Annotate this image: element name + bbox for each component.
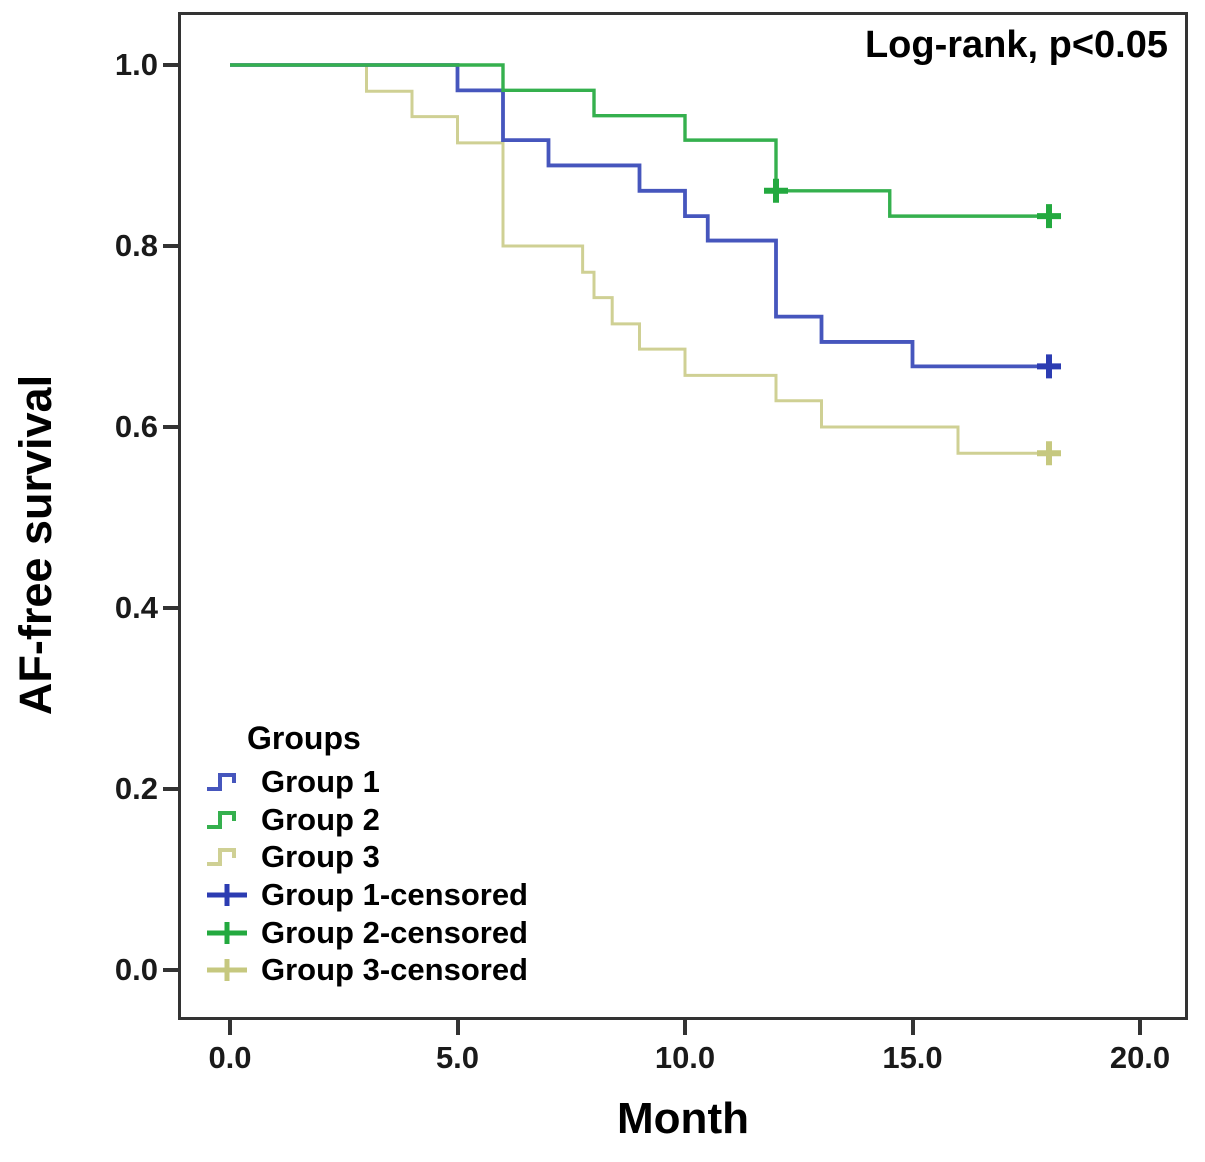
x-tick-label: 20.0 [1109, 1040, 1171, 1075]
swatch-glyph [207, 848, 236, 867]
legend-censor-swatch-icon [207, 884, 247, 907]
legend-title: Groups [247, 720, 361, 756]
swatch-glyph [207, 773, 236, 792]
y-tick-label: 0.8 [114, 228, 158, 263]
survival-curve-group-3 [230, 63, 1054, 455]
legend-line-swatch-icon [207, 848, 236, 867]
legend-item: Group 2 [205, 801, 528, 839]
y-tick [163, 244, 178, 248]
y-tick-label: 0.2 [114, 771, 158, 806]
legend-label: Group 1-censored [261, 877, 528, 913]
legend-item: Group 2-censored [205, 913, 528, 951]
legend-item: Group 3-censored [205, 951, 528, 989]
log-rank-annotation: Log-rank, p<0.05 [864, 24, 1168, 66]
legend-label: Group 2-censored [261, 914, 528, 950]
x-tick-label: 15.0 [882, 1040, 943, 1075]
legend-item: Group 1-censored [205, 876, 528, 914]
swatch-glyph [207, 959, 247, 982]
censor-mark-group-3 [1037, 441, 1061, 466]
plot-frame [178, 12, 1188, 1020]
y-tick-label: 0.6 [114, 409, 158, 444]
legend-censor-swatch-icon [207, 959, 247, 982]
swatch-glyph [207, 810, 236, 829]
y-tick-label: 0.4 [114, 590, 158, 625]
y-tick [163, 787, 178, 791]
x-tick [1138, 1020, 1142, 1035]
survival-curve-group-1 [230, 63, 1054, 369]
y-tick [163, 63, 178, 67]
legend-label: Group 3-censored [261, 952, 528, 988]
swatch-glyph [207, 921, 247, 944]
x-axis-title: Month [617, 1094, 749, 1143]
legend-items: Group 1 Group 2 Group 3 Group 1-censored Gro… [205, 763, 528, 989]
censor-mark-group-2 [1037, 204, 1061, 229]
x-tick [228, 1020, 232, 1035]
y-tick [163, 968, 178, 972]
y-tick [163, 425, 178, 429]
x-tick-label: 10.0 [654, 1040, 716, 1075]
legend: Groups Group 1 Group 2 Group 3 Group 1-cens… [205, 720, 528, 989]
legend-line-swatch-icon [207, 773, 236, 792]
y-tick-label: 0.0 [114, 952, 158, 987]
survival-curve-group-2 [230, 63, 1054, 218]
y-tick [163, 606, 178, 610]
x-tick-label: 5.0 [435, 1040, 480, 1075]
legend-item: Group 3 [205, 838, 528, 876]
curves-canvas [230, 63, 1061, 466]
x-tick [455, 1020, 460, 1035]
swatch-glyph [207, 884, 247, 907]
x-tick [910, 1020, 915, 1035]
legend-label: Group 1 [261, 764, 380, 800]
x-tick [683, 1020, 687, 1035]
censor-mark-group-2 [764, 178, 788, 203]
censor-mark-group-1 [1037, 354, 1061, 379]
legend-line-swatch-icon [207, 810, 236, 829]
legend-item: Group 1 [205, 763, 528, 801]
y-tick-label: 1.0 [114, 47, 158, 82]
legend-label: Group 2 [261, 801, 380, 837]
legend-label: Group 3 [261, 839, 380, 875]
y-axis-title: AF-free survival [10, 374, 61, 716]
legend-censor-swatch-icon [207, 921, 247, 944]
x-tick-label: 0.0 [208, 1040, 252, 1075]
